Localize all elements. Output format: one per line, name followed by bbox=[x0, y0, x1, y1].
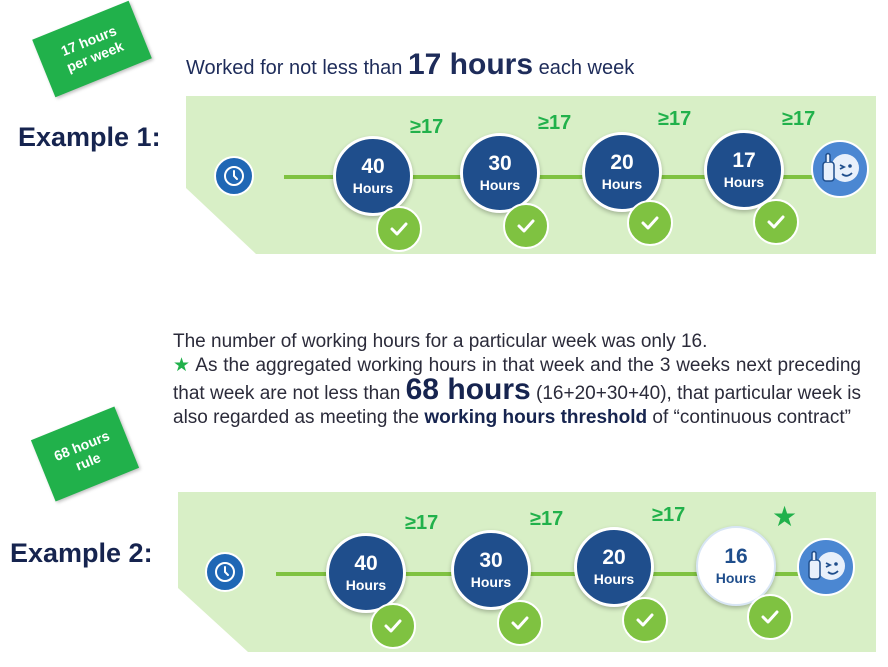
check-icon bbox=[376, 206, 422, 252]
week-hours-unit: Hours bbox=[352, 180, 394, 196]
check-icon bbox=[627, 200, 673, 246]
description-threshold: working hours threshold bbox=[424, 407, 648, 428]
threshold-label: ≥17 bbox=[538, 112, 572, 134]
week-hours-value: 20 bbox=[610, 151, 634, 174]
week-hours-unit: Hours bbox=[593, 571, 635, 587]
week-hours-circle: 17 Hours bbox=[704, 130, 784, 210]
week-hours-unit: Hours bbox=[479, 177, 521, 193]
worked-statement: Worked for not less than 17 hours each w… bbox=[186, 48, 634, 82]
thumbs-up-face-icon bbox=[797, 538, 855, 596]
example-1-label: Example 1: bbox=[18, 122, 161, 152]
threshold-label: ≥17 bbox=[658, 108, 692, 130]
week-hours-value: 40 bbox=[354, 552, 378, 575]
week-hours-circle-highlighted: 16 Hours bbox=[696, 526, 776, 606]
check-icon bbox=[622, 597, 668, 643]
star-icon: ★ bbox=[772, 501, 798, 532]
week-hours-value: 30 bbox=[479, 549, 503, 572]
week-hours-circle: 40 Hours bbox=[326, 533, 406, 613]
description-part-3: (16+20+30+40), that particular week is a… bbox=[173, 383, 861, 428]
week-hours-value: 30 bbox=[488, 152, 512, 175]
week-hours-circle: 20 Hours bbox=[574, 527, 654, 607]
worked-post: each week bbox=[533, 57, 635, 79]
example-2-label: Example 2: bbox=[10, 538, 153, 568]
threshold-label: ≥17 bbox=[782, 108, 816, 130]
worked-pre: Worked for not less than bbox=[186, 57, 408, 79]
threshold-label: ≥17 bbox=[530, 508, 564, 530]
description-line-1: The number of working hours for a partic… bbox=[173, 331, 708, 352]
description-part-2: As the aggregated working hours in that … bbox=[173, 355, 861, 404]
rule-description: The number of working hours for a partic… bbox=[173, 330, 861, 430]
check-icon bbox=[753, 199, 799, 245]
star-icon: ★ bbox=[173, 355, 191, 376]
check-icon bbox=[370, 603, 416, 649]
week-hours-unit: Hours bbox=[715, 570, 757, 586]
clock-icon bbox=[214, 156, 254, 196]
threshold-label: ≥17 bbox=[405, 512, 439, 534]
week-hours-circle: 20 Hours bbox=[582, 132, 662, 212]
week-hours-circle: 30 Hours bbox=[460, 133, 540, 213]
threshold-label: ≥17 bbox=[410, 116, 444, 138]
week-hours-unit: Hours bbox=[470, 574, 512, 590]
week-hours-unit: Hours bbox=[723, 174, 765, 190]
week-hours-value: 20 bbox=[602, 546, 626, 569]
week-hours-value: 40 bbox=[361, 155, 385, 178]
description-68-hours: 68 hours bbox=[405, 373, 531, 406]
week-hours-circle: 30 Hours bbox=[451, 530, 531, 610]
week-hours-value: 16 bbox=[724, 545, 748, 568]
worked-big: 17 hours bbox=[407, 48, 534, 81]
clock-icon bbox=[205, 552, 245, 592]
week-hours-unit: Hours bbox=[601, 176, 643, 192]
week-hours-unit: Hours bbox=[345, 577, 387, 593]
week-hours-circle: 40 Hours bbox=[333, 136, 413, 216]
threshold-label: ≥17 bbox=[652, 504, 686, 526]
week-hours-value: 17 bbox=[732, 149, 756, 172]
check-icon bbox=[503, 203, 549, 249]
tag-68-hours-rule: 68 hours rule bbox=[30, 406, 140, 502]
check-icon bbox=[497, 600, 543, 646]
tag-17-hours-per-week: 17 hours per week bbox=[32, 0, 152, 98]
thumbs-up-face-icon bbox=[811, 140, 869, 198]
description-part-4: of “continuous contract” bbox=[647, 407, 851, 428]
check-icon bbox=[747, 594, 793, 640]
